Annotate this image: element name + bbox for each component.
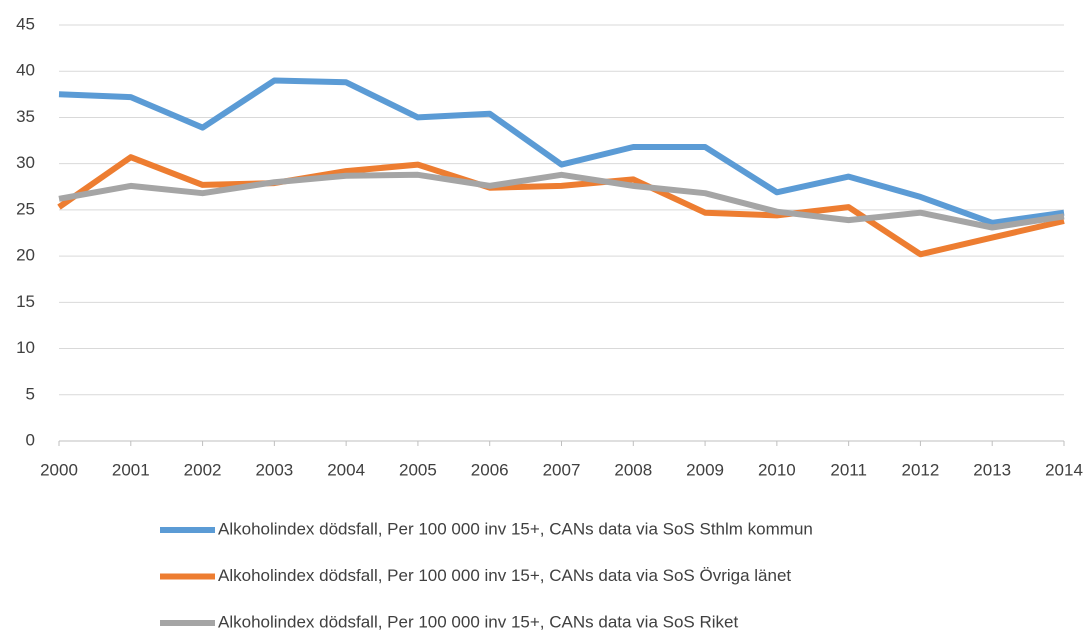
y-tick-label: 0 xyxy=(26,430,35,449)
series-line xyxy=(58,171,1065,231)
x-tick-label: 2009 xyxy=(686,460,724,479)
y-tick-label: 20 xyxy=(16,246,35,265)
y-tick-label: 35 xyxy=(16,107,35,126)
x-tick-label: 2000 xyxy=(40,460,78,479)
y-tick-label: 25 xyxy=(16,199,35,218)
x-tick-label: 2014 xyxy=(1045,460,1083,479)
x-tick-label: 2002 xyxy=(184,460,222,479)
legend-label: Alkoholindex dödsfall, Per 100 000 inv 1… xyxy=(218,566,791,585)
y-tick-label: 40 xyxy=(16,61,35,80)
y-tick-label: 10 xyxy=(16,338,35,357)
x-tick-label: 2011 xyxy=(830,460,867,479)
x-tick-label: 2004 xyxy=(327,460,365,479)
y-tick-label: 30 xyxy=(16,153,35,172)
x-tick-label: 2008 xyxy=(614,460,652,479)
x-tick-label: 2005 xyxy=(399,460,437,479)
x-tick-label: 2003 xyxy=(255,460,293,479)
x-tick-label: 2013 xyxy=(973,460,1011,479)
series-line xyxy=(58,77,1065,226)
legend-label: Alkoholindex dödsfall, Per 100 000 inv 1… xyxy=(218,519,813,538)
legend-label: Alkoholindex dödsfall, Per 100 000 inv 1… xyxy=(218,612,738,631)
x-tick-label: 2010 xyxy=(758,460,796,479)
y-tick-label: 15 xyxy=(16,292,35,311)
x-tick-label: 2001 xyxy=(112,460,150,479)
y-tick-label: 45 xyxy=(16,14,35,33)
x-tick-label: 2007 xyxy=(543,460,581,479)
series-line xyxy=(57,154,1065,258)
y-tick-label: 5 xyxy=(26,384,35,403)
x-tick-label: 2012 xyxy=(902,460,940,479)
x-tick-label: 2006 xyxy=(471,460,509,479)
